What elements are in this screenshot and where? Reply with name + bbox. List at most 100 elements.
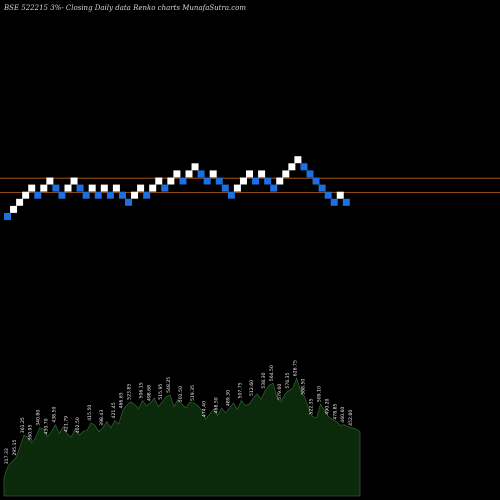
volume-label: 452.80 <box>348 410 354 426</box>
renko-brick-up <box>100 184 108 192</box>
volume-label: 626.75 <box>293 360 299 376</box>
volume-label: 501.50 <box>178 386 184 402</box>
renko-brick-up <box>294 156 302 164</box>
renko-brick-up <box>16 198 24 206</box>
renko-brick-up <box>46 177 54 185</box>
renko-brick-up <box>288 163 296 171</box>
volume-label: 509.10 <box>316 386 322 402</box>
volume-label: 430.70 <box>43 418 49 434</box>
chart-header: BSE 522215 3%- Closing Daily data Renko … <box>3 4 246 12</box>
renko-brick-up <box>149 184 157 192</box>
renko-brick-down <box>306 170 314 178</box>
volume-label: 340.80 <box>36 410 42 426</box>
renko-brick-up <box>276 177 284 185</box>
volume-label: 489.30 <box>225 390 231 406</box>
volume-label: 498.68 <box>146 385 152 401</box>
renko-brick-down <box>106 191 114 199</box>
renko-brick-down <box>58 191 66 199</box>
renko-brick-up <box>173 170 181 178</box>
renko-brick-up <box>233 184 241 192</box>
volume-label: 588.50 <box>301 379 307 395</box>
renko-brick-up <box>239 177 247 185</box>
renko-brick-down <box>179 177 187 185</box>
volume-label: 564.50 <box>269 365 275 381</box>
volume-label: 474.40 <box>202 401 208 417</box>
volume-label: 523.85 <box>127 384 133 400</box>
renko-brick-down <box>94 191 102 199</box>
renko-brick-up <box>112 184 120 192</box>
volume-label: 468.50 <box>214 397 220 413</box>
volume-label: 460.60 <box>340 407 346 423</box>
volume-label: 522.35 <box>309 398 315 414</box>
renko-brick-up <box>88 184 96 192</box>
volume-area-path <box>3 377 361 497</box>
renko-brick-up <box>10 205 18 213</box>
renko-brick-down <box>264 177 272 185</box>
renko-brick-down <box>125 198 132 206</box>
renko-brick-down <box>227 191 235 199</box>
volume-label: 438.50 <box>51 407 57 423</box>
renko-brick-down <box>318 184 326 192</box>
renko-brick-down <box>215 177 223 185</box>
renko-brick-down <box>203 177 211 185</box>
renko-brick-up <box>131 191 139 199</box>
renko-brick-up <box>70 177 78 185</box>
volume-label: 360.95 <box>28 425 34 441</box>
renko-brick-up <box>22 191 30 199</box>
volume-label: 512.60 <box>249 380 255 396</box>
volume-area <box>3 377 361 497</box>
volume-label: 317.33 <box>4 448 10 464</box>
renko-brick-up <box>246 170 253 178</box>
renko-brick-down <box>143 191 151 199</box>
volume-label: 295.15 <box>12 439 18 455</box>
renko-bricks <box>4 156 350 220</box>
renko-brick-down <box>161 184 169 192</box>
renko-brick-up <box>191 163 199 171</box>
renko-brick-down <box>300 163 308 171</box>
renko-brick-down <box>342 198 350 206</box>
volume-label: 361.25 <box>20 417 26 433</box>
renko-brick-down <box>118 191 126 199</box>
volume-label: 506.15 <box>138 382 144 398</box>
volume-label: 421.79 <box>63 416 69 432</box>
renko-brick-up <box>64 184 72 192</box>
renko-brick-down <box>270 184 278 192</box>
renko-brick-down <box>252 177 260 185</box>
renko-brick-up <box>258 170 266 178</box>
volume-label: 507.75 <box>237 382 243 398</box>
renko-brick-down <box>324 191 332 199</box>
renko-brick-down <box>221 184 229 192</box>
renko-brick-up <box>185 170 193 178</box>
volume-label: 478.85 <box>332 403 338 419</box>
renko-brick-down <box>82 191 90 199</box>
volume-label: 515.95 <box>158 384 164 400</box>
renko-brick-down <box>76 184 84 192</box>
renko-brick-down <box>312 177 320 185</box>
renko-brick-up <box>155 177 163 185</box>
renko-brick-down <box>52 184 60 192</box>
volume-label: 402.50 <box>75 417 81 433</box>
renko-brick-up <box>137 184 145 192</box>
renko-brick-down <box>330 198 338 206</box>
renko-brick-up <box>167 177 175 185</box>
renko-brick-down <box>34 191 42 199</box>
volume-label: 415.50 <box>87 405 93 421</box>
renko-brick-down <box>197 170 205 178</box>
volume-label: 579.60 <box>277 384 283 400</box>
renko-brick-up <box>336 191 344 199</box>
volume-label: 490.20 <box>324 398 330 414</box>
volume-label: 548.25 <box>166 377 172 393</box>
renko-brick-up <box>282 170 290 178</box>
renko-brick-up <box>209 170 217 178</box>
renko-brick-up <box>28 184 36 192</box>
volume-label: 538.30 <box>261 372 267 388</box>
volume-label: 421.45 <box>111 402 117 418</box>
volume-label: 398.43 <box>99 410 105 426</box>
renko-brick-up <box>40 184 48 192</box>
volume-label: 519.35 <box>190 385 196 401</box>
volume-label: 466.65 <box>119 392 125 408</box>
volume-label: 576.35 <box>285 372 291 388</box>
renko-brick-down <box>4 213 11 220</box>
